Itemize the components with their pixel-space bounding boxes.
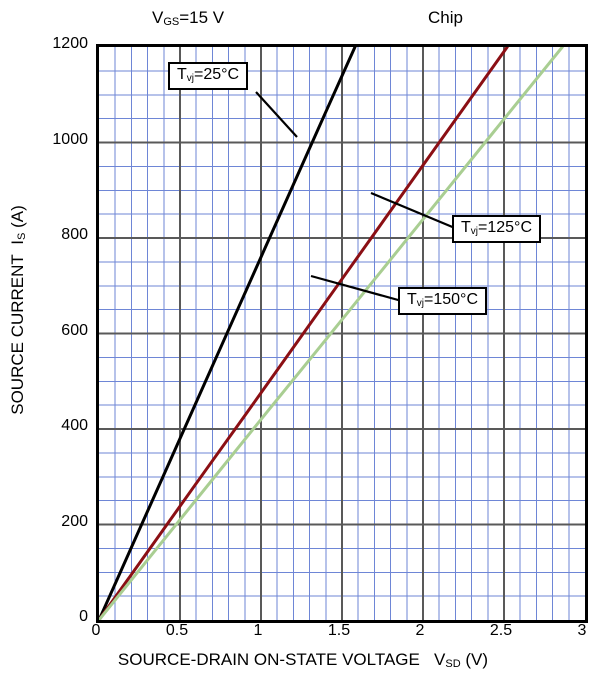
- annotation-tvj-25: Tvj=25°C: [168, 62, 249, 90]
- x-tick-label: 1: [253, 622, 263, 639]
- y-tick-label: 200: [61, 512, 88, 530]
- y-tick-label: 600: [61, 321, 88, 339]
- y-axis-label: SOURCE CURRENT IS (A): [8, 205, 28, 415]
- x-tick-label: 3: [577, 622, 587, 639]
- x-tick-label: 1.5: [327, 622, 351, 639]
- curve-150: [99, 47, 564, 620]
- annotation-tvj-125: Tvj=125°C: [452, 215, 542, 243]
- major-gridlines: [99, 47, 585, 620]
- x-tick-label: 0: [91, 622, 101, 639]
- curve-125: [99, 47, 509, 620]
- plot-svg: [99, 47, 585, 620]
- x-tick-label: 2: [415, 622, 425, 639]
- y-tick-label: 1000: [52, 130, 88, 148]
- y-tick-label: 1200: [52, 35, 88, 52]
- plot-area: [96, 44, 588, 623]
- x-tick-label: 2.5: [489, 622, 513, 639]
- plot-inner: [99, 47, 585, 620]
- y-tick-label: 800: [61, 226, 88, 243]
- x-tick-label: 0.5: [165, 622, 189, 639]
- curve-group: [99, 47, 564, 620]
- annotation-tvj-150: Tvj=150°C: [398, 287, 488, 315]
- callout-leader-lines: [255, 91, 463, 305]
- vgs-condition-label: VGS=15 V: [152, 8, 225, 28]
- y-tick-label: 0: [79, 608, 88, 625]
- curve-25: [99, 47, 357, 620]
- x-axis-label: SOURCE-DRAIN ON-STATE VOLTAGE VSD (V): [117, 650, 489, 670]
- chip-label: Chip: [428, 8, 463, 27]
- y-tick-label: 400: [61, 417, 88, 434]
